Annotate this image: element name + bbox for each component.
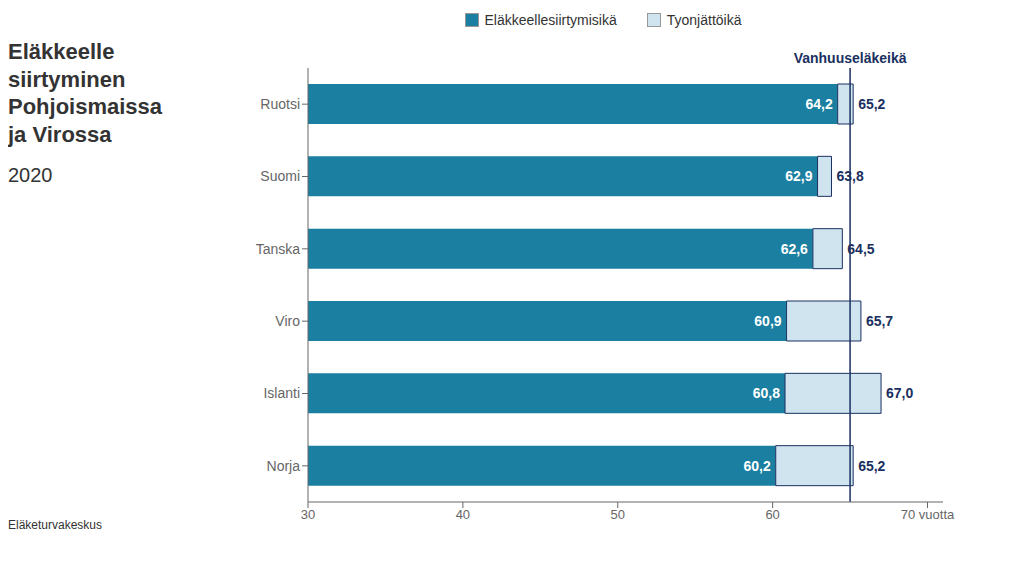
svg-text:62,9: 62,9	[785, 168, 812, 184]
svg-text:65,2: 65,2	[858, 96, 885, 112]
svg-text:Islanti: Islanti	[263, 385, 300, 401]
svg-text:65,2: 65,2	[858, 458, 885, 474]
svg-text:70 vuotta: 70 vuotta	[901, 507, 955, 522]
svg-text:30: 30	[301, 507, 315, 522]
html-text:Eläketurvakeskus: Eläketurvakeskus	[8, 518, 102, 532]
svg-text:64,5: 64,5	[847, 241, 874, 257]
svg-text:63,8: 63,8	[836, 168, 863, 184]
svg-text:60,8: 60,8	[753, 385, 780, 401]
svg-text:64,2: 64,2	[805, 96, 832, 112]
svg-text:Ruotsi: Ruotsi	[260, 96, 300, 112]
svg-text:60,9: 60,9	[754, 313, 781, 329]
html-text:Eläkkeellesiirtymisikä: Eläkkeellesiirtymisikä	[484, 12, 617, 28]
svg-text:Vanhuuseläkeikä: Vanhuuseläkeikä	[794, 50, 907, 66]
svg-text:62,6: 62,6	[781, 241, 808, 257]
svg-text:60,2: 60,2	[743, 458, 770, 474]
svg-text:60: 60	[765, 507, 779, 522]
html-text:Eläkkeelle siirtyminen Pohjois: Eläkkeelle siirtyminen Pohjoismaissa ja …	[8, 39, 163, 147]
svg-text:65,7: 65,7	[866, 313, 893, 329]
svg-text:40: 40	[456, 507, 470, 522]
svg-text:Tanska: Tanska	[256, 241, 301, 257]
svg-text:Suomi: Suomi	[260, 168, 300, 184]
svg-text:67,0: 67,0	[886, 385, 913, 401]
html-text:2020: 2020	[8, 164, 53, 186]
svg-text:Viro: Viro	[275, 313, 300, 329]
svg-text:50: 50	[611, 507, 625, 522]
svg-text:Norja: Norja	[267, 458, 301, 474]
html-text:Tyonjättöikä: Tyonjättöikä	[666, 12, 742, 28]
